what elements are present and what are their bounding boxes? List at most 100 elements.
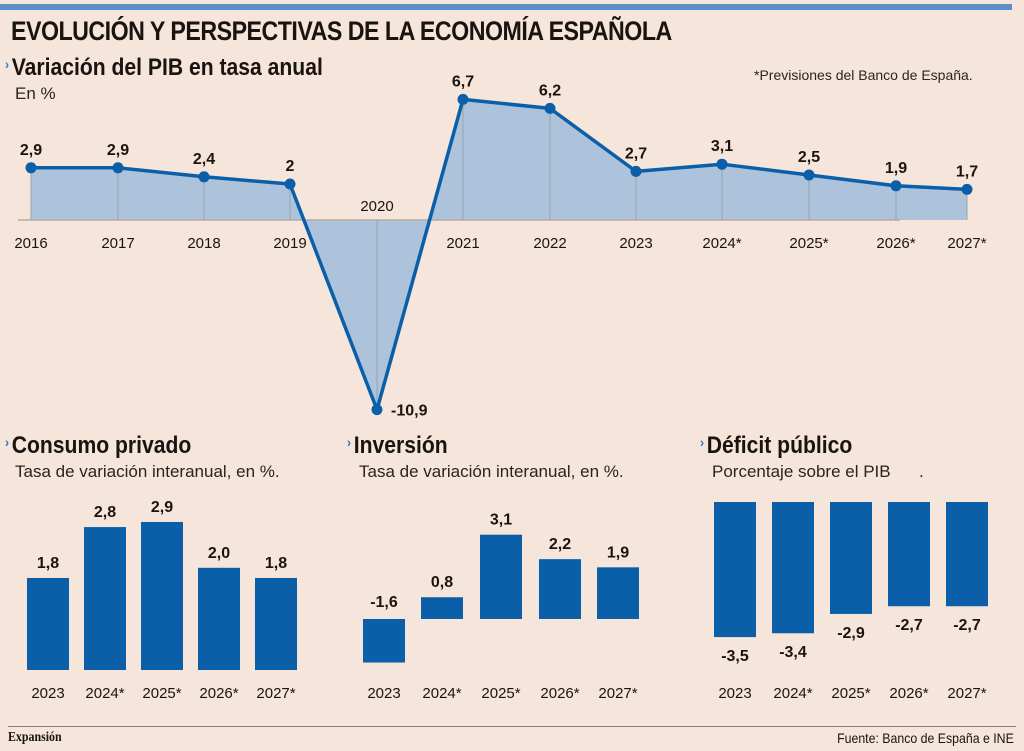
pib-data-point [457,93,469,105]
pib-x-tick-label: 2026* [876,235,915,252]
pib-data-label: 3,1 [711,138,733,155]
pib-title: › Variación del PIB en tasa anual [5,54,323,82]
consumo-value-label: 1,8 [37,555,59,572]
deficit-x-tick-label: 2027* [947,685,986,702]
pib-x-tick-label: 2018 [187,235,220,252]
inversion-bar [363,619,405,663]
pib-x-tick-label: 2023 [619,235,652,252]
deficit-value-label: -3,4 [779,644,807,661]
pib-x-tick-label: 2021 [446,235,479,252]
pib-data-label: 1,9 [885,160,907,177]
deficit-title-text: Déficit público [706,432,853,459]
pib-x-tick-label: 2024* [702,235,741,252]
deficit-bar [830,502,872,614]
pib-x-tick-label: 2016 [14,235,47,252]
inversion-bar [597,567,639,619]
consumo-x-tick-label: 2025* [142,685,181,702]
pib-data-point [890,180,902,192]
deficit-x-tick-label: 2023 [718,685,751,702]
consumo-x-tick-label: 2026* [199,685,238,702]
pib-data-point [961,183,973,195]
source-credit: Fuente: Banco de España e INE [837,730,1014,746]
pib-subtitle: En % [15,84,56,103]
inversion [363,534,639,663]
chevron-right-icon: › [700,434,705,450]
page-title: EVOLUCIÓN Y PERSPECTIVAS DE LA ECONOMÍA … [11,16,672,46]
pib-data-label: 2,7 [625,145,647,162]
pib-data-point [630,165,642,177]
inversion-x-tick-label: 2027* [598,685,637,702]
pib-data-label: -10,9 [391,403,428,420]
consumo-value-label: 2,9 [151,499,173,516]
consumo-bar [84,527,126,670]
consumo-x-tick-label: 2024* [85,685,124,702]
inversion-x-tick-label: 2025* [481,685,520,702]
pib-data-label: 2,4 [193,151,215,168]
forecast-footnote: *Previsiones del Banco de España. [754,67,973,83]
inversion-value-label: 1,9 [607,544,629,561]
consumo [27,521,297,670]
pib-data-label: 6,7 [452,73,474,90]
consumo-bar [141,521,183,670]
pib-data-point [371,404,383,416]
inversion-title-text: Inversión [353,432,448,459]
pib-data-label: 1,7 [956,163,978,180]
deficit-title: › Déficit público [700,432,852,460]
inversion-subtitle: Tasa de variación interanual, en %. [359,462,624,481]
consumo-x-tick-label: 2023 [31,685,64,702]
inversion-x-tick-label: 2023 [367,685,400,702]
pib-data-point [803,169,815,181]
chevron-right-icon: › [5,56,10,72]
pib-data-label: 6,2 [539,82,561,99]
pib-x-tick-label: 2022 [533,235,566,252]
inversion-title: › Inversión [347,432,448,460]
deficit-subtitle: Porcentaje sobre el PIB . [712,462,924,481]
inversion-x-tick-label: 2024* [422,685,461,702]
pib-data-label: 2 [286,158,295,175]
pib-series-line [31,97,968,412]
deficit [714,502,988,638]
deficit-bar [888,502,930,607]
consumo-value-label: 1,8 [265,555,287,572]
consumo-title: › Consumo privado [5,432,191,460]
deficit-value-label: -2,7 [953,617,981,634]
top-accent-stripe [0,4,1012,10]
footer-divider [8,726,1016,727]
pib-chart [18,93,973,416]
pib-data-point [25,162,37,174]
consumo-bar [198,567,240,670]
deficit-value-label: -2,9 [837,625,865,642]
consumo-x-tick-label: 2027* [256,685,295,702]
deficit-x-tick-label: 2024* [773,685,812,702]
inversion-bar [480,534,522,619]
inversion-value-label: 2,2 [549,536,571,553]
consumo-title-text: Consumo privado [11,432,192,459]
chevron-right-icon: › [347,434,352,450]
pib-data-label: 2,9 [107,142,129,159]
chevron-right-icon: › [5,434,10,450]
pib-data-point [112,162,124,174]
pib-data-point [544,102,556,114]
deficit-bar [714,502,756,638]
pib-data-point [716,158,728,170]
consumo-subtitle: Tasa de variación interanual, en %. [15,462,280,481]
pib-data-label: 2,9 [20,142,42,159]
inversion-value-label: 3,1 [490,512,512,529]
inversion-value-label: 0,8 [431,574,453,591]
inversion-x-tick-label: 2026* [540,685,579,702]
deficit-bar [772,502,814,634]
pib-x-tick-label: 2027* [947,235,986,252]
pib-data-point [198,171,210,183]
brand-logo: Expansión [8,730,62,745]
deficit-value-label: -2,7 [895,617,923,634]
deficit-x-tick-label: 2025* [831,685,870,702]
inversion-bar [421,597,463,619]
pib-data-label: 2,5 [798,149,820,166]
consumo-bar [255,577,297,670]
inversion-value-label: -1,6 [370,594,398,611]
pib-x-tick-label: 2020 [360,198,393,215]
deficit-x-tick-label: 2026* [889,685,928,702]
pib-x-tick-label: 2017 [101,235,134,252]
pib-area [31,99,967,410]
deficit-value-label: -3,5 [721,648,749,665]
